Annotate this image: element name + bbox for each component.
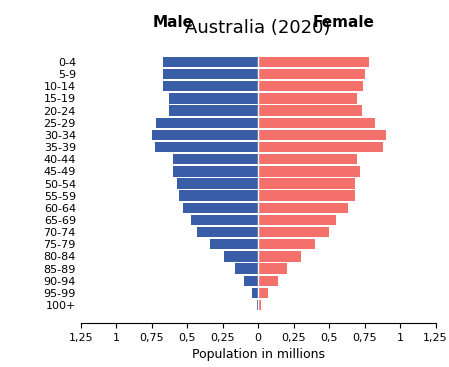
Bar <box>169 93 258 103</box>
Bar <box>258 130 386 140</box>
Bar <box>224 251 258 262</box>
Bar <box>173 154 258 164</box>
Bar <box>258 166 361 177</box>
Bar <box>244 276 258 286</box>
Bar <box>258 227 329 237</box>
Bar <box>258 93 357 103</box>
Bar <box>235 264 258 274</box>
Bar <box>177 178 258 189</box>
Bar <box>163 69 258 79</box>
Bar <box>191 215 258 225</box>
Title: Australia (2020): Australia (2020) <box>185 19 331 37</box>
Bar <box>163 81 258 91</box>
Bar <box>179 190 258 201</box>
Bar <box>154 142 258 152</box>
Bar <box>169 105 258 116</box>
Text: Female: Female <box>313 15 374 30</box>
Bar <box>163 57 258 67</box>
Bar <box>258 142 383 152</box>
Bar <box>257 300 258 310</box>
Bar <box>258 300 261 310</box>
Bar <box>152 130 258 140</box>
Bar <box>258 264 286 274</box>
Bar <box>183 203 258 213</box>
Bar <box>258 251 301 262</box>
Bar <box>258 288 268 298</box>
Bar <box>258 154 357 164</box>
Bar <box>258 105 362 116</box>
Bar <box>258 178 355 189</box>
Bar <box>258 69 365 79</box>
Bar <box>197 227 258 237</box>
Text: Male: Male <box>153 15 194 30</box>
Bar <box>258 190 355 201</box>
X-axis label: Population in millions: Population in millions <box>192 348 325 361</box>
Bar <box>258 239 315 250</box>
Bar <box>258 81 363 91</box>
Bar <box>173 166 258 177</box>
Bar <box>258 203 348 213</box>
Bar <box>252 288 258 298</box>
Bar <box>258 215 336 225</box>
Bar <box>258 117 374 128</box>
Bar <box>156 117 258 128</box>
Bar <box>210 239 258 250</box>
Bar <box>258 57 369 67</box>
Bar <box>258 276 278 286</box>
